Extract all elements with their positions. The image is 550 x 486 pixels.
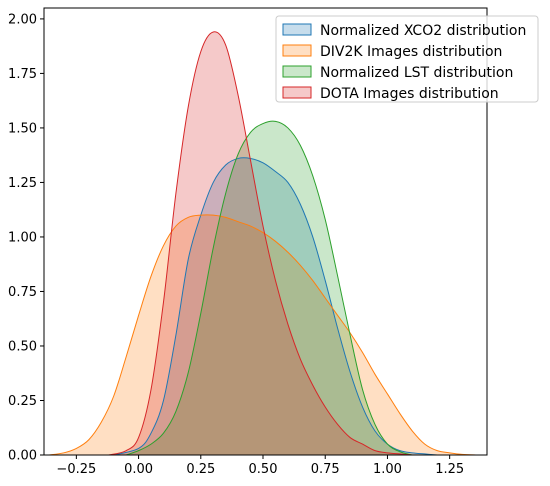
x-tick-label: 0.25 <box>186 462 215 477</box>
legend-box <box>275 15 539 103</box>
x-axis: −0.25 0.00 0.25 0.50 0.75 1.00 1.25 <box>56 455 464 477</box>
series-line-3 <box>108 31 413 456</box>
y-tick-label: 0.75 <box>8 285 37 300</box>
y-tick-label: 2.00 <box>8 12 37 27</box>
y-tick-label: 0.50 <box>8 339 37 354</box>
series-area-0 <box>113 157 438 456</box>
legend: Normalized XCO2 distribution DIV2K Images… <box>275 15 539 103</box>
legend-label: Normalized XCO2 distribution <box>320 23 526 39</box>
legend-swatch <box>282 23 312 36</box>
legend-label: DOTA Images distribution <box>320 86 499 102</box>
series-lines <box>48 31 478 456</box>
x-tick-label: 0.00 <box>124 462 153 477</box>
series-line-1 <box>48 214 478 456</box>
y-tick-label: 1.75 <box>8 67 37 82</box>
y-tick-label: 0.00 <box>8 449 37 464</box>
legend-swatch <box>282 65 312 78</box>
x-tick-label: 1.00 <box>373 462 402 477</box>
y-tick-label: 1.25 <box>8 176 37 191</box>
legend-label: Normalized LST distribution <box>320 65 513 81</box>
x-tick-label: 0.50 <box>249 462 278 477</box>
x-tick-label: −0.25 <box>56 462 96 477</box>
series-area-1 <box>48 214 478 455</box>
legend-swatch <box>282 44 312 57</box>
legend-label: DIV2K Images distribution <box>320 44 502 60</box>
y-axis: 0.00 0.25 0.50 0.75 1.00 1.25 1.50 1.75 2.00 <box>8 12 44 464</box>
series-line-2 <box>125 120 413 456</box>
series-area-3 <box>108 31 413 456</box>
plot-frame <box>43 7 488 456</box>
y-tick-label: 0.25 <box>8 394 37 409</box>
legend-swatch <box>282 86 312 99</box>
series-area-2 <box>126 121 413 455</box>
y-tick-label: 1.50 <box>8 121 37 136</box>
series-fills <box>48 31 478 456</box>
y-tick-label: 1.00 <box>8 230 37 245</box>
x-tick-label: 0.75 <box>311 462 340 477</box>
x-tick-label: 1.25 <box>435 462 464 477</box>
